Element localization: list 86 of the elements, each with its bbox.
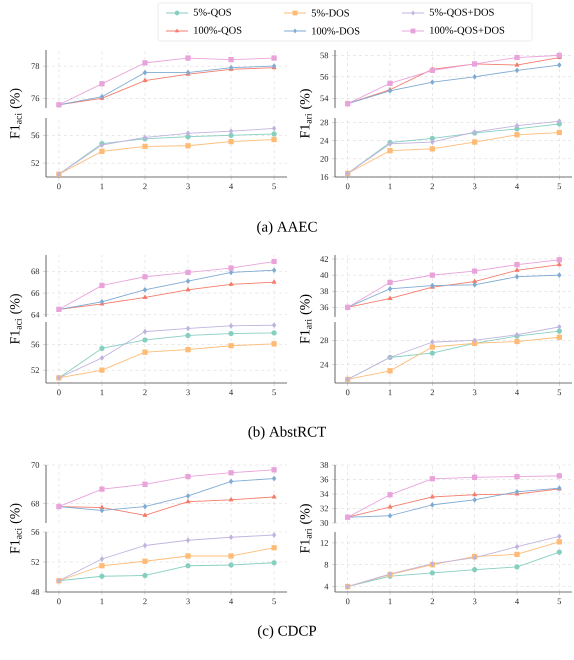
x-tick-label: 1 <box>388 390 392 396</box>
legend-label: 100%-DOS <box>312 27 360 35</box>
text: (a) AAEC <box>257 221 317 235</box>
y-axis-title: F1$_{aci}$ (%) <box>10 504 22 554</box>
x-tick-label: 3 <box>186 598 190 604</box>
x-tick-label: 5 <box>558 598 562 604</box>
y-tick-label: 64 <box>31 312 40 318</box>
legend-label: 5%-QOS+DOS <box>430 8 494 18</box>
x-tick-label: 5 <box>558 184 562 190</box>
x-tick-label: 3 <box>186 184 190 190</box>
y-tick-label: 68 <box>31 268 40 274</box>
legend-label: 100%-QOS <box>194 26 242 36</box>
y-tick-label: 56 <box>31 529 40 535</box>
y-tick-label: 36 <box>320 476 328 482</box>
y-tick-label: 56 <box>320 74 328 80</box>
y-tick-label: 38 <box>320 288 328 294</box>
x-tick-label: 5 <box>272 184 276 190</box>
y-tick-label: 66 <box>31 290 40 296</box>
y-tick-label: 52 <box>31 559 40 565</box>
y-tick-label: 30 <box>320 520 328 526</box>
y-tick-label: 38 <box>320 462 328 468</box>
x-tick-label: 0 <box>346 184 350 190</box>
y-axis-title: F1$_{aci}$ (%) <box>10 88 22 139</box>
x-tick-label: 0 <box>346 390 350 396</box>
y-tick-label: 70 <box>32 462 40 468</box>
x-tick-label: 0 <box>57 598 61 604</box>
y-tick-label: 56 <box>31 132 40 138</box>
x-tick-label: 4 <box>229 184 234 190</box>
y-axis-title: F1$_{ari}$ (%) <box>300 294 312 344</box>
y-tick-label: 76 <box>32 95 40 102</box>
y-tick-label: 20 <box>320 156 328 162</box>
y-tick-label: 12 <box>320 540 328 546</box>
y-tick-label: 8 <box>324 562 328 568</box>
x-tick-label: 5 <box>272 598 276 604</box>
x-tick-label: 3 <box>472 598 476 604</box>
y-tick-label: 42 <box>320 256 328 262</box>
y-tick-label: 24 <box>320 362 328 368</box>
x-tick-label: 5 <box>558 390 562 396</box>
y-axis-title: F1$_{ari}$ (%) <box>300 504 312 554</box>
y-tick-label: 34 <box>320 491 328 497</box>
y-tick-label: 4 <box>324 584 328 590</box>
x-tick-label: 1 <box>388 598 392 604</box>
x-tick-label: 1 <box>100 598 104 604</box>
y-tick-label: 52 <box>31 160 40 166</box>
y-tick-label: 48 <box>31 589 40 595</box>
y-tick-label: 32 <box>320 506 328 512</box>
x-tick-label: 1 <box>388 184 392 190</box>
x-tick-label: 2 <box>143 390 147 396</box>
y-tick-label: 52 <box>31 367 40 373</box>
x-tick-label: 2 <box>430 598 434 604</box>
y-tick-label: 68 <box>31 500 40 507</box>
x-tick-label: 4 <box>515 390 519 396</box>
x-tick-label: 2 <box>143 184 147 190</box>
legend-label: 100%-QOS+DOS <box>430 26 504 36</box>
x-tick-label: 3 <box>472 184 476 190</box>
x-tick-label: 4 <box>229 598 234 604</box>
x-tick-label: 2 <box>430 390 434 396</box>
x-tick-label: 5 <box>272 390 276 396</box>
x-tick-label: 2 <box>430 184 434 190</box>
y-tick-label: 16 <box>320 174 328 180</box>
x-tick-label: 1 <box>100 390 104 396</box>
x-tick-label: 0 <box>57 184 61 190</box>
x-tick-label: 1 <box>100 184 104 190</box>
y-tick-label: 78 <box>32 63 40 69</box>
x-tick-label: 0 <box>57 390 61 396</box>
y-tick-label: 54 <box>320 95 328 102</box>
x-tick-label: 3 <box>472 390 476 396</box>
x-tick-label: 2 <box>143 598 147 604</box>
y-tick-label: 40 <box>320 272 328 278</box>
y-tick-label: 28 <box>320 337 328 344</box>
y-tick-label: 56 <box>31 342 40 348</box>
text: (c) CDCP <box>258 625 316 639</box>
x-tick-label: 3 <box>186 390 190 396</box>
y-axis-title: F1$_{ari}$ (%) <box>300 89 312 138</box>
text: (b) AbstRCT <box>248 426 326 440</box>
y-tick-label: 58 <box>320 52 328 58</box>
legend-label: 5%-DOS <box>312 9 349 17</box>
y-axis-title: F1$_{aci}$ (%) <box>10 294 22 344</box>
x-tick-label: 0 <box>346 598 350 604</box>
y-tick-label: 24 <box>320 138 328 144</box>
legend-label: 5%-QOS <box>194 8 231 18</box>
y-tick-label: 28 <box>320 120 328 126</box>
x-tick-label: 4 <box>515 184 519 190</box>
y-tick-label: 36 <box>320 304 328 310</box>
x-tick-label: 4 <box>229 390 234 396</box>
x-tick-label: 4 <box>515 598 519 604</box>
